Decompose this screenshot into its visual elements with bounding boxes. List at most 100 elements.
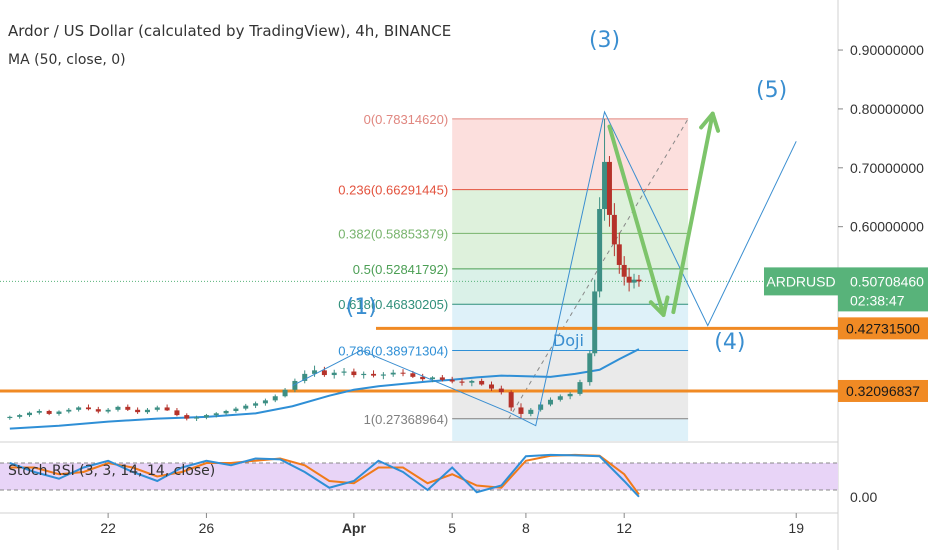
price-axis-marker-label: 0.32096837	[846, 383, 920, 399]
x-tick-label: Apr	[342, 520, 367, 536]
candle-body	[7, 416, 13, 419]
candle-body	[36, 410, 42, 413]
candle-body	[341, 371, 347, 373]
candle-body	[351, 371, 357, 376]
fib-level-label: 0.786(0.38971304)	[338, 343, 448, 358]
x-tick-label: 5	[448, 520, 456, 536]
candle-body	[616, 244, 622, 265]
stoch-rsi-label[interactable]: Stoch RSI (3, 3, 14, 14, close)	[8, 463, 216, 479]
candle-body	[144, 409, 150, 413]
candle-body	[488, 384, 494, 389]
candle-body	[498, 388, 504, 393]
candle-body	[135, 409, 141, 413]
price-axis-marker-label: 0.42731500	[846, 320, 920, 336]
candle-body	[606, 161, 612, 215]
candle-body	[95, 409, 101, 412]
candle-body	[194, 417, 200, 419]
candle-body	[592, 291, 598, 354]
candle-body	[577, 382, 583, 394]
candle-body	[361, 373, 367, 376]
candle-body	[602, 161, 608, 210]
ma-indicator-label[interactable]: MA (50, close, 0)	[8, 52, 126, 68]
price-axis-marker	[838, 379, 928, 402]
candle-body	[538, 404, 544, 410]
candle-body	[400, 372, 406, 374]
x-tick-label: 8	[522, 520, 530, 536]
candle-body	[371, 373, 377, 376]
y-tick-label: 0.80000000	[850, 101, 924, 117]
ticker-symbol: ARDRUSD	[766, 273, 835, 289]
candle-body	[76, 407, 82, 410]
candle-body	[46, 410, 52, 414]
candle-body	[410, 373, 416, 377]
candle-body	[390, 372, 396, 375]
candle-body	[233, 408, 239, 411]
candle-body	[262, 400, 268, 404]
candle-body	[439, 377, 445, 380]
doji-label: Doji	[553, 331, 584, 350]
chart-title: Ardor / US Dollar (calculated by Trading…	[8, 22, 452, 40]
stoch-k-line	[9, 453, 640, 498]
fib-zone	[452, 350, 689, 419]
candle-body	[636, 279, 642, 282]
candle-body	[203, 415, 209, 418]
projection-arrow-head	[648, 295, 670, 317]
fib-zone-extension	[452, 418, 689, 441]
current-price-box	[838, 267, 928, 312]
ma50-line	[9, 348, 640, 430]
projection-arrow	[607, 124, 666, 317]
y-tick-label: 0.90000000	[850, 42, 924, 58]
candle-body	[154, 407, 160, 410]
x-tick-label: 26	[199, 520, 215, 536]
x-tick-label: 19	[788, 520, 804, 536]
candle-body	[528, 409, 534, 414]
fib-level-label: 0.382(0.58853379)	[338, 226, 448, 241]
wave-label: (5)	[756, 78, 787, 103]
candle-body	[518, 407, 524, 414]
candle-body	[420, 376, 426, 380]
candle-body	[26, 412, 32, 416]
candle-body	[611, 214, 617, 245]
fib-zone	[452, 233, 689, 269]
y-tick-label: 0.60000000	[850, 219, 924, 235]
price-axis-marker	[838, 317, 928, 340]
candle-body	[380, 374, 386, 376]
projection-arrow	[671, 111, 715, 315]
candle-body	[243, 405, 249, 409]
candle-body	[292, 380, 298, 390]
candle-body	[547, 399, 553, 405]
candle-body	[17, 415, 23, 417]
x-tick-label: 12	[616, 520, 632, 536]
candle-body	[174, 410, 180, 416]
wave-label: (4)	[714, 330, 745, 355]
fib-level-label: 1(0.27368964)	[364, 412, 449, 427]
candle-body	[272, 396, 278, 401]
fib-zone	[452, 118, 689, 190]
candle-body	[587, 353, 593, 383]
candle-body	[626, 276, 632, 283]
fib-level-label: 0.618(0.46830205)	[338, 297, 448, 312]
candle-body	[253, 403, 259, 406]
candle-body	[184, 415, 190, 419]
candle-body	[459, 381, 465, 383]
candle-body	[479, 380, 485, 385]
candle-body	[597, 209, 603, 292]
candle-body	[115, 406, 121, 410]
candle-body	[66, 409, 72, 412]
candle-body	[621, 264, 627, 277]
candle-body	[302, 373, 308, 381]
fib-zone	[452, 268, 689, 305]
candle-body	[469, 380, 475, 383]
projection-arrow-head	[699, 111, 721, 133]
candle-body	[105, 409, 111, 412]
wave-label: (1)	[346, 295, 377, 320]
candle-body	[567, 393, 573, 397]
fib-level-label: 0(0.78314620)	[364, 112, 449, 127]
current-price-value: 0.50708460	[850, 273, 924, 289]
fib-level-label: 0.5(0.52841792)	[353, 262, 448, 277]
ticker-box	[764, 267, 838, 296]
stoch-axis-tick: 0.00	[850, 489, 877, 505]
y-tick-label: 0.70000000	[850, 160, 924, 176]
candle-body	[213, 413, 219, 416]
